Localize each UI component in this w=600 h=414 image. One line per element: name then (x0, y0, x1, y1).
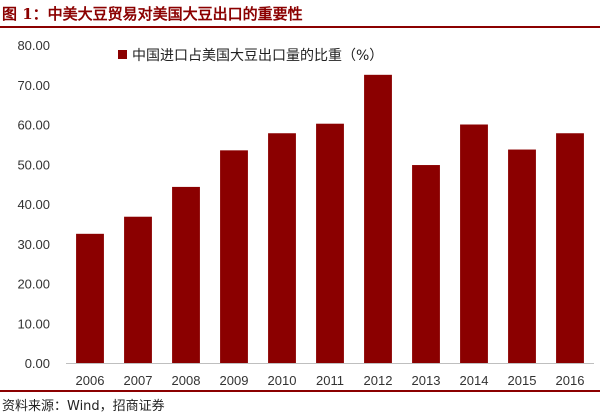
legend-label: 中国进口占美国大豆出口量的比重（%） (132, 48, 383, 64)
y-tick-label: 70.00 (17, 78, 50, 93)
x-tick-label: 2014 (460, 373, 489, 388)
y-tick-label: 80.00 (17, 38, 50, 53)
y-axis: 0.00 10.00 20.00 30.00 40.00 50.00 60.00 70.00 8… (17, 38, 50, 371)
bar-2016 (556, 133, 584, 363)
x-tick-label: 2007 (124, 373, 153, 388)
y-tick-label: 0.00 (25, 356, 50, 371)
bar-2013 (412, 165, 440, 363)
y-tick-label: 10.00 (17, 316, 50, 331)
x-tick-label: 2010 (268, 373, 297, 388)
x-tick-label: 2015 (508, 373, 537, 388)
source-note: 资料来源：Wind，招商证券 (2, 399, 165, 414)
bar-2015 (508, 149, 536, 363)
bars (76, 74, 584, 363)
source-bar: 资料来源：Wind，招商证券 (0, 390, 600, 414)
bar-2008 (172, 186, 200, 363)
bar-chart: 0.00 10.00 20.00 30.00 40.00 50.00 60.00 70.00 8… (17, 38, 594, 388)
x-tick-label: 2006 (76, 373, 105, 388)
y-tick-label: 30.00 (17, 237, 50, 252)
y-tick-label: 40.00 (17, 197, 50, 212)
x-tick-label: 2013 (412, 373, 441, 388)
title-bar: 图 1：中美大豆贸易对美国大豆出口的重要性 (0, 0, 600, 28)
x-tick-label: 2008 (172, 373, 201, 388)
x-tick-label: 2012 (364, 373, 393, 388)
bar-2011 (316, 123, 344, 363)
y-tick-label: 60.00 (17, 118, 50, 133)
bar-2006 (76, 233, 104, 363)
y-tick-label: 50.00 (17, 157, 50, 172)
x-tick-label: 2011 (316, 373, 344, 388)
x-tick-label: 2009 (220, 373, 249, 388)
legend-swatch (118, 50, 127, 59)
bar-2007 (124, 216, 152, 363)
bar-2012 (364, 74, 392, 363)
bar-2010 (268, 133, 296, 363)
y-tick-label: 20.00 (17, 277, 50, 292)
x-tick-label: 2016 (556, 373, 585, 388)
figure-title: 图 1：中美大豆贸易对美国大豆出口的重要性 (2, 5, 303, 23)
legend: 中国进口占美国大豆出口量的比重（%） (118, 48, 383, 64)
x-axis: 2006 2007 2008 2009 2010 2011 2012 2013 2014 2015… (66, 363, 594, 388)
bar-2014 (460, 124, 488, 363)
bar-2009 (220, 150, 248, 363)
